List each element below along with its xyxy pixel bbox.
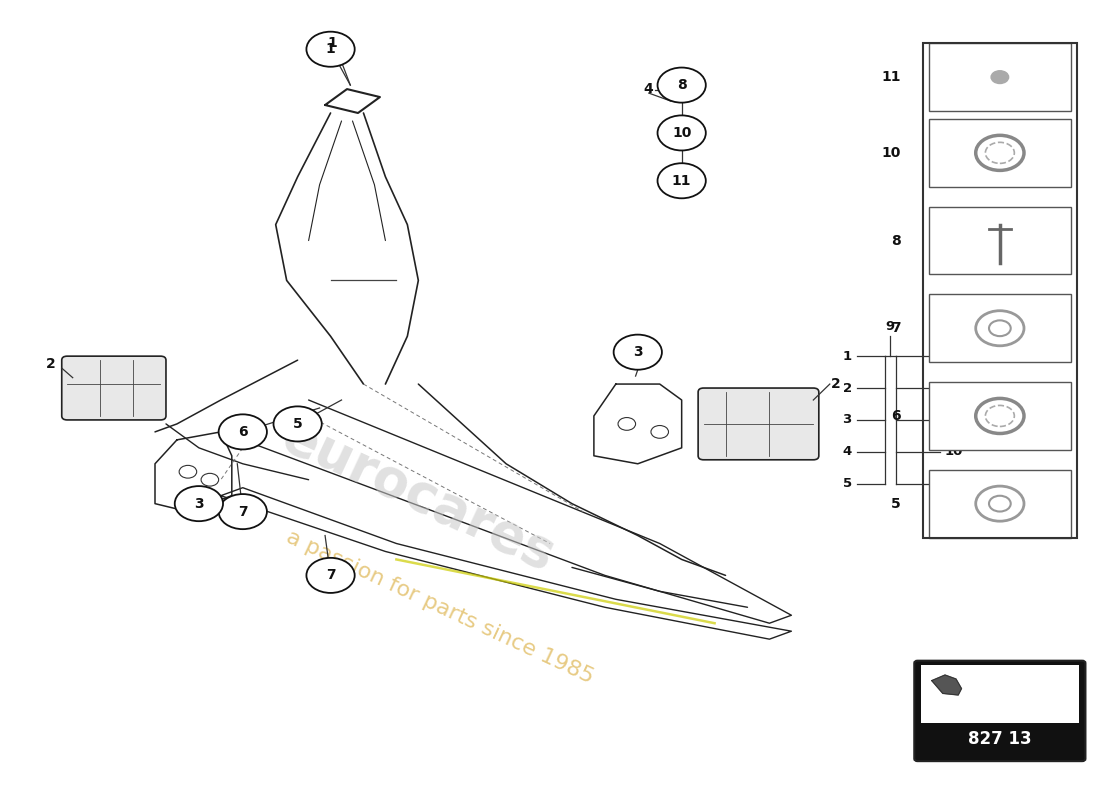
Text: 6: 6 (238, 425, 248, 439)
Text: 8: 8 (676, 78, 686, 92)
Text: 10: 10 (672, 126, 692, 140)
Text: 6: 6 (891, 409, 901, 423)
FancyBboxPatch shape (698, 388, 818, 460)
FancyBboxPatch shape (928, 470, 1071, 538)
Text: 3: 3 (194, 497, 204, 510)
FancyBboxPatch shape (928, 119, 1071, 186)
Text: 2: 2 (830, 377, 840, 391)
Text: 8: 8 (891, 234, 901, 247)
Text: eurocares: eurocares (274, 410, 563, 582)
FancyBboxPatch shape (928, 294, 1071, 362)
FancyBboxPatch shape (914, 661, 1086, 761)
Text: 7: 7 (238, 505, 248, 518)
Circle shape (219, 494, 267, 529)
FancyBboxPatch shape (921, 666, 1079, 723)
Text: 6: 6 (945, 350, 955, 362)
Text: 11: 11 (881, 70, 901, 84)
FancyBboxPatch shape (928, 382, 1071, 450)
Text: 827 13: 827 13 (968, 730, 1032, 748)
Text: 5: 5 (843, 478, 851, 490)
Text: 3: 3 (843, 414, 851, 426)
Text: 8: 8 (945, 414, 955, 426)
Text: 10: 10 (882, 146, 901, 160)
Text: 4: 4 (644, 82, 653, 96)
Text: 4: 4 (843, 446, 851, 458)
Text: 2: 2 (843, 382, 851, 394)
Text: 3: 3 (632, 345, 642, 359)
Circle shape (219, 414, 267, 450)
Circle shape (658, 115, 706, 150)
Text: 1: 1 (843, 350, 851, 362)
Circle shape (991, 70, 1009, 83)
Text: 1: 1 (326, 42, 336, 56)
Text: 7: 7 (945, 382, 954, 394)
Circle shape (307, 558, 354, 593)
Text: 7: 7 (891, 322, 901, 335)
Text: 11: 11 (945, 478, 964, 490)
Text: 10: 10 (945, 446, 964, 458)
Text: 9: 9 (886, 320, 894, 333)
Text: 5: 5 (891, 497, 901, 510)
Circle shape (658, 67, 706, 102)
Text: a passion for parts since 1985: a passion for parts since 1985 (284, 527, 597, 687)
Text: 7: 7 (326, 568, 336, 582)
FancyBboxPatch shape (928, 43, 1071, 111)
Circle shape (658, 163, 706, 198)
Polygon shape (932, 675, 961, 695)
FancyBboxPatch shape (928, 206, 1071, 274)
Circle shape (274, 406, 322, 442)
Circle shape (614, 334, 662, 370)
Text: 2: 2 (46, 357, 56, 371)
Text: 1: 1 (328, 36, 338, 50)
Circle shape (307, 32, 354, 66)
Circle shape (175, 486, 223, 521)
Text: 11: 11 (672, 174, 692, 188)
Text: 5: 5 (293, 417, 303, 431)
FancyBboxPatch shape (62, 356, 166, 420)
